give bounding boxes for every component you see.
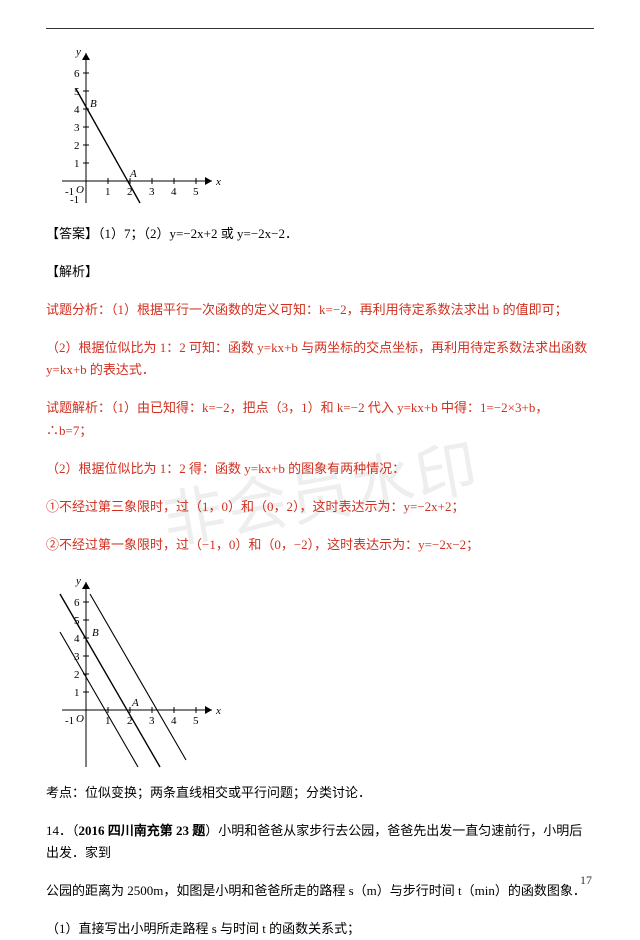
svg-text:6: 6 [74,597,80,609]
svg-text:5: 5 [193,186,199,198]
q14-prefix: 14．（ [46,823,79,838]
graph-1: x y O 1 2 3 4 5 -1 1 2 3 4 5 6 [52,43,594,213]
q14-line2: 公园的距离为 2500m，如图是小明和爸爸所走的路程 s（m）与步行时间 t（m… [46,880,594,902]
svg-text:1: 1 [74,158,80,170]
analysis-1: 试题分析：（1）根据平行一次函数的定义可知：k=−2，再利用待定系数法求出 b … [46,299,594,321]
svg-text:B: B [92,627,99,639]
svg-text:3: 3 [149,715,155,727]
page-content: x y O 1 2 3 4 5 -1 1 2 3 4 5 6 [0,0,640,940]
svg-text:A: A [129,168,137,180]
answer-text: （1）7；（2）y=−2x+2 或 y=−2x−2． [98,226,298,241]
graph1-svg: x y O 1 2 3 4 5 -1 1 2 3 4 5 6 [52,43,222,213]
answer-label: 【答案】 [46,226,98,241]
svg-text:1: 1 [74,687,80,699]
top-rule [46,28,594,29]
solution-2: （2）根据位似比为 1：2 得：函数 y=kx+b 的图象有两种情况： [46,458,594,480]
svg-text:1: 1 [105,715,111,727]
q14-line1: 14．（2016 四川南充第 23 题）小明和爸爸从家步行去公园，爸爸先出发一直… [46,820,594,864]
svg-text:B: B [90,98,97,110]
graph-2: x y O 1 2 3 4 5 -1 1 2 3 4 5 6 [52,572,594,772]
svg-text:A: A [131,697,139,709]
svg-text:O: O [76,713,84,725]
svg-text:2: 2 [74,669,80,681]
svg-text:5: 5 [193,715,199,727]
svg-text:4: 4 [74,633,80,645]
solution-1: 试题解析：（1）由已知得：k=−2，把点（3，1）和 k=−2 代入 y=kx+… [46,397,594,441]
svg-text:y: y [75,46,81,58]
svg-text:-1: -1 [65,715,74,727]
q14-source: 2016 四川南充第 23 题 [79,823,206,838]
svg-text:6: 6 [74,68,80,80]
svg-text:-1: -1 [70,194,79,206]
svg-text:2: 2 [74,140,80,152]
svg-text:4: 4 [74,104,80,116]
analysis-2: （2）根据位似比为 1：2 可知：函数 y=kx+b 与两坐标的交点坐标，再利用… [46,337,594,381]
svg-text:1: 1 [105,186,111,198]
svg-text:4: 4 [171,715,177,727]
q14-sub1: （1）直接写出小明所走路程 s 与时间 t 的函数关系式； [46,918,594,940]
svg-text:3: 3 [149,186,155,198]
svg-text:4: 4 [171,186,177,198]
svg-text:3: 3 [74,122,80,134]
svg-text:y: y [75,575,81,587]
svg-text:x: x [215,176,221,188]
jiexi-label: 【解析】 [46,261,594,283]
answer-line: 【答案】（1）7；（2）y=−2x+2 或 y=−2x−2． [46,223,594,245]
case-1: ①不经过第三象限时，过（1，0）和（0，2），这时表达示为：y=−2x+2； [46,496,594,518]
kaodian: 考点：位似变换；两条直线相交或平行问题；分类讨论． [46,782,594,804]
graph2-svg: x y O 1 2 3 4 5 -1 1 2 3 4 5 6 [52,572,222,772]
svg-text:x: x [215,705,221,717]
case-2: ②不经过第一象限时，过（−1，0）和（0，−2），这时表达示为：y=−2x−2； [46,534,594,556]
